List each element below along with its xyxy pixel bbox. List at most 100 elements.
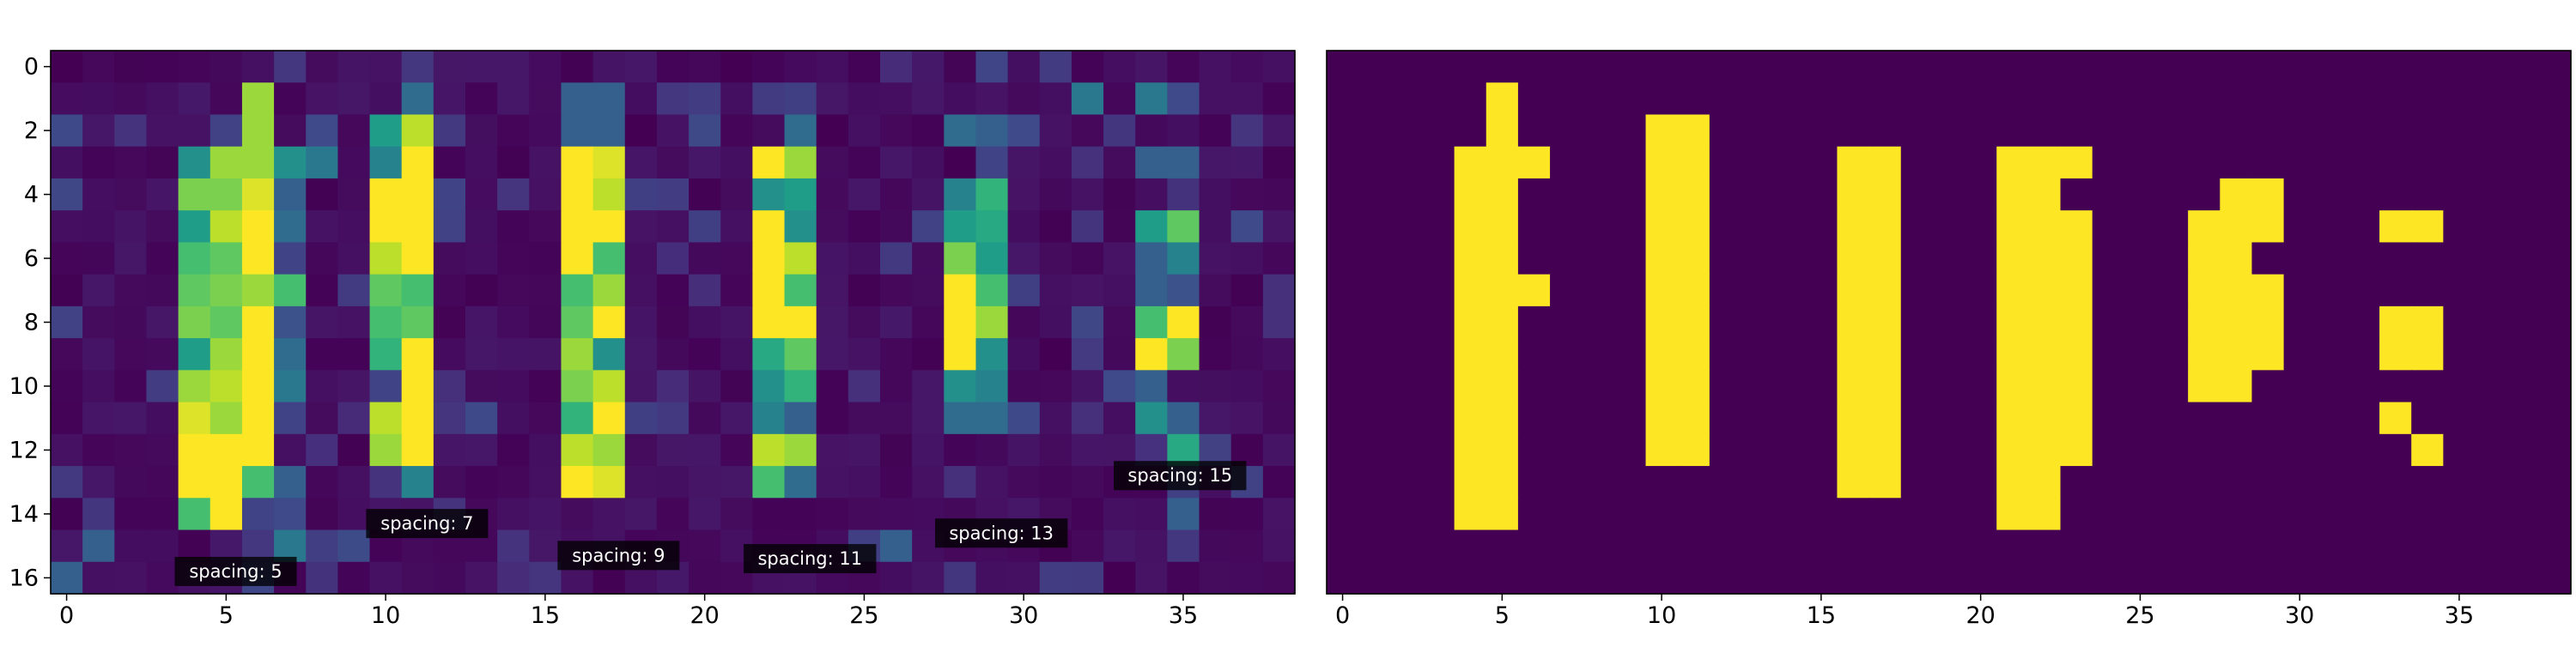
heatmap-cell <box>1932 466 1965 499</box>
heatmap-cell <box>656 433 690 467</box>
heatmap-cell <box>337 82 371 116</box>
heatmap-cell <box>2347 305 2380 339</box>
heatmap-cell <box>1996 146 2029 179</box>
heatmap-cell <box>51 82 83 116</box>
heatmap-cell <box>1454 82 1487 116</box>
heatmap-cell <box>561 274 594 307</box>
heatmap-cell <box>529 433 562 467</box>
heatmap-cell <box>2315 561 2348 595</box>
heatmap-cell <box>1517 498 1551 531</box>
heatmap-cell <box>1039 178 1072 211</box>
heatmap-cell <box>2443 402 2476 435</box>
heatmap-cell <box>1167 561 1200 595</box>
heatmap-cell <box>1103 242 1136 275</box>
heatmap-cell <box>2188 402 2221 435</box>
heatmap-cell <box>1039 114 1072 148</box>
heatmap-cell <box>2475 338 2508 371</box>
heatmap-cell <box>1868 242 1902 275</box>
heatmap-cell <box>592 114 626 148</box>
heatmap-cell <box>2092 338 2125 371</box>
heatmap-cell <box>1996 114 2029 148</box>
heatmap-cell <box>2475 498 2508 531</box>
heatmap-cell <box>689 338 721 371</box>
heatmap-cell <box>975 305 1009 339</box>
heatmap-cell <box>1135 146 1168 179</box>
heatmap-cell <box>337 178 371 211</box>
heatmap-cell <box>1327 242 1359 275</box>
heatmap-cell <box>561 178 594 211</box>
heatmap-cell <box>369 433 403 467</box>
heatmap-cell <box>1677 146 1710 179</box>
heatmap-cell <box>592 242 626 275</box>
heatmap-cell <box>465 242 498 275</box>
heatmap-cell <box>1965 210 1997 244</box>
heatmap-cell <box>337 242 371 275</box>
heatmap-cell <box>1613 561 1647 595</box>
heatmap-cell <box>401 210 434 244</box>
heatmap-cell <box>2220 146 2253 179</box>
heatmap-cell <box>1709 498 1742 531</box>
heatmap-cell <box>912 114 945 148</box>
heatmap-cell <box>1868 433 1902 467</box>
heatmap-cell <box>1454 466 1487 499</box>
heatmap-cell <box>1007 274 1041 307</box>
x-tick-label: 10 <box>371 602 400 629</box>
heatmap-cell <box>2315 370 2348 403</box>
heatmap-cell <box>1071 305 1104 339</box>
heatmap-cell <box>816 370 849 403</box>
heatmap-cell <box>2411 433 2444 467</box>
heatmap-cell <box>1390 370 1424 403</box>
heatmap-cell <box>1103 146 1136 179</box>
heatmap-cell <box>1613 370 1647 403</box>
heatmap-cell <box>1517 561 1551 595</box>
heatmap-cell <box>401 338 434 371</box>
heatmap-cell <box>1932 433 1965 467</box>
heatmap-cell <box>1677 433 1710 467</box>
heatmap-cell <box>1965 529 1997 563</box>
heatmap-cell <box>944 114 977 148</box>
heatmap-cell <box>178 114 211 148</box>
heatmap-cell <box>1932 498 1965 531</box>
heatmap-cell <box>401 305 434 339</box>
heatmap-cell <box>1517 338 1551 371</box>
heatmap-cell <box>944 178 977 211</box>
heatmap-cell <box>1805 51 1838 83</box>
heatmap-cell <box>2379 498 2412 531</box>
heatmap-cell <box>848 114 881 148</box>
heatmap-cell <box>592 82 626 116</box>
heatmap-cell <box>1358 498 1391 531</box>
heatmap-cell <box>1039 146 1072 179</box>
heatmap-cell <box>816 433 849 467</box>
heatmap-cell <box>1773 114 1806 148</box>
heatmap-cell <box>1517 114 1551 148</box>
heatmap-cell <box>2060 561 2093 595</box>
heatmap-cell <box>1485 370 1519 403</box>
heatmap-cell <box>2188 338 2221 371</box>
heatmap-cell <box>1868 210 1902 244</box>
heatmap-cell <box>497 210 530 244</box>
heatmap-cell <box>784 466 817 499</box>
heatmap-cell <box>561 338 594 371</box>
heatmap-cell <box>1485 305 1519 339</box>
heatmap-cell <box>1868 466 1902 499</box>
heatmap-cell <box>1358 402 1391 435</box>
heatmap-cell <box>912 305 945 339</box>
heatmap-cell <box>2506 370 2540 403</box>
heatmap-cell <box>1230 146 1264 179</box>
heatmap-cell <box>561 370 594 403</box>
heatmap-cell <box>1837 370 1870 403</box>
heatmap-cell <box>306 114 338 148</box>
heatmap-cell <box>210 242 243 275</box>
heatmap-cell <box>1965 274 1997 307</box>
heatmap-cell <box>1677 210 1710 244</box>
heatmap-cell <box>1485 178 1519 211</box>
heatmap-cell <box>720 114 753 148</box>
heatmap-cell <box>1805 498 1838 531</box>
heatmap-cell <box>1390 561 1424 595</box>
heatmap-cell <box>1230 274 1264 307</box>
heatmap-cell <box>1709 433 1742 467</box>
heatmap-cell <box>1199 529 1232 563</box>
heatmap-cell <box>1039 82 1072 116</box>
heatmap-cell <box>2251 82 2285 116</box>
heatmap-cell <box>1741 433 1774 467</box>
